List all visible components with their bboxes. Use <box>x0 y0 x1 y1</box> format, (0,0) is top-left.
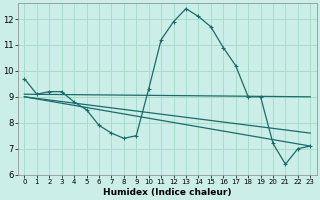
X-axis label: Humidex (Indice chaleur): Humidex (Indice chaleur) <box>103 188 232 197</box>
